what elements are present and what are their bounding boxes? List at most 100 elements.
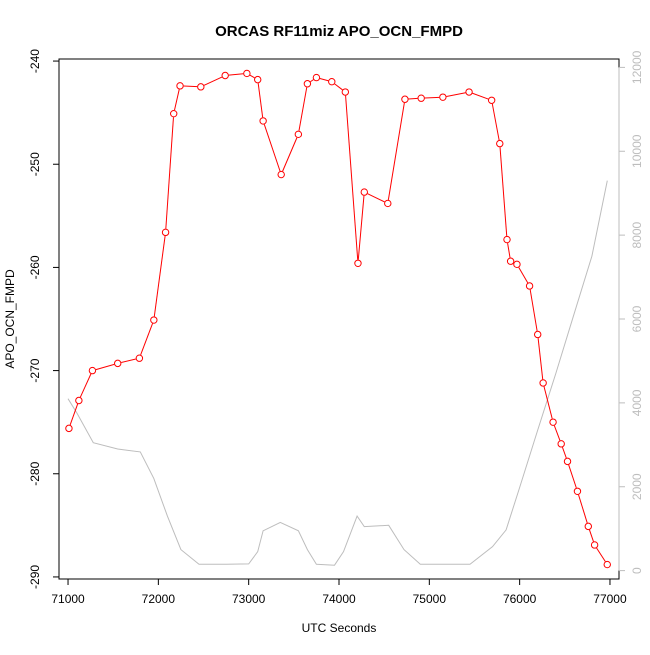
series-left-segment [282, 137, 298, 172]
y2-tick-label: 2000 [630, 473, 644, 500]
series-left-point [254, 75, 262, 84]
series-left-segment [121, 358, 137, 364]
x-tick-label: 72000 [142, 592, 176, 606]
series-left-point [465, 88, 473, 96]
chart-title: ORCAS RF11miz APO_OCN_FMPD [215, 23, 463, 40]
series-left-segment [174, 89, 180, 111]
series-left-point [312, 73, 321, 82]
series-right-line [67, 180, 608, 566]
series-left-segment [263, 124, 281, 172]
series-left-segment [183, 85, 198, 88]
y-axis-left: -240 -250 -260 -270 -280 -290 [28, 49, 59, 589]
series-left-point [65, 424, 73, 433]
series-left-segment [387, 102, 405, 200]
series-left-segment [165, 117, 174, 229]
x-tick-label: 76000 [503, 592, 537, 606]
y-tick-label: -270 [28, 358, 42, 382]
series-left-point [197, 83, 205, 91]
series-left-segment [543, 386, 553, 419]
y2-tick-label: 12000 [630, 50, 644, 84]
series-left-point [221, 71, 229, 80]
x-tick-label: 73000 [232, 592, 266, 606]
series-left-point [259, 117, 267, 125]
series-left-point [360, 188, 368, 196]
y-axis-right: 0 2000 4000 6000 8000 10000 12000 [618, 50, 644, 574]
series-left-segment [334, 83, 343, 91]
series-left-point [75, 396, 83, 405]
series-left-segment [518, 267, 529, 284]
series-left-point [496, 139, 504, 148]
series-left-segment [537, 337, 544, 380]
series-left-point [341, 88, 350, 96]
series-left-point [549, 418, 557, 426]
series-left-point [590, 541, 599, 549]
x-axis: 71000 72000 73000 74000 75000 76000 77000 [51, 578, 627, 606]
y-axis-title: APO_OCN_FMPD [3, 269, 17, 369]
series-left-segment [298, 87, 308, 131]
series-left-segment [529, 289, 538, 332]
series-left-point [503, 235, 511, 244]
series-left-segment [203, 76, 223, 86]
y-tick-label: -260 [28, 255, 42, 279]
series-left-segment [79, 373, 92, 398]
series-left-point [534, 330, 542, 339]
series-left-point [603, 560, 611, 569]
series-left-point [513, 260, 521, 269]
series-left-point [354, 259, 362, 267]
series-left-point [525, 282, 534, 290]
series-left-point [557, 440, 565, 448]
series-left-segment [507, 243, 511, 258]
series-left-segment [588, 529, 594, 542]
series-left-point [439, 93, 447, 101]
series-left-point [277, 170, 285, 179]
x-tick-label: 77000 [593, 592, 627, 606]
series-left-point [506, 257, 515, 265]
y-tick-label: -250 [28, 152, 42, 176]
series-left-segment [310, 79, 314, 83]
series-left-segment [578, 494, 588, 524]
series-left-point [294, 130, 303, 139]
x-axis-title: UTC Seconds [302, 621, 377, 635]
series-left-segment [228, 73, 244, 76]
series-left-point [584, 522, 592, 531]
series-left-point [114, 359, 122, 368]
series-left-point [88, 366, 97, 375]
y-tick-label: -280 [28, 461, 42, 485]
series-left-segment [596, 547, 606, 562]
y2-tick-label: 8000 [630, 221, 644, 248]
series-left-segment [499, 147, 508, 237]
series-left-point [563, 457, 572, 466]
series-left-segment [367, 193, 385, 203]
y2-tick-label: 0 [630, 567, 644, 574]
x-tick-label: 71000 [51, 592, 85, 606]
series-left-point [328, 77, 336, 86]
y2-tick-label: 4000 [630, 389, 644, 416]
series-layer [65, 69, 611, 569]
series-left-segment [408, 97, 418, 100]
x-tick-label: 75000 [413, 592, 447, 606]
series-left-segment [561, 447, 567, 459]
series-left-segment [257, 83, 264, 118]
series-left-segment [446, 92, 466, 97]
series-left-segment [95, 363, 115, 371]
series-left-segment [491, 103, 500, 141]
series-left-point [150, 316, 158, 324]
series-left-segment [357, 195, 365, 260]
y2-tick-label: 10000 [630, 134, 644, 168]
y2-tick-label: 6000 [630, 305, 644, 332]
series-left-point [487, 96, 496, 104]
series-left-point [243, 69, 251, 78]
y-tick-label: -290 [28, 565, 42, 589]
series-left-point [135, 354, 144, 362]
series-left-segment [553, 425, 561, 441]
series-left-segment [153, 235, 166, 317]
series-left-segment [69, 403, 79, 426]
series-left-segment [249, 74, 255, 79]
series-left-segment [472, 92, 489, 100]
series-left-segment [568, 464, 577, 489]
series-left-segment [345, 95, 359, 260]
series-left-segment [424, 96, 440, 99]
series-left-point [303, 80, 312, 88]
